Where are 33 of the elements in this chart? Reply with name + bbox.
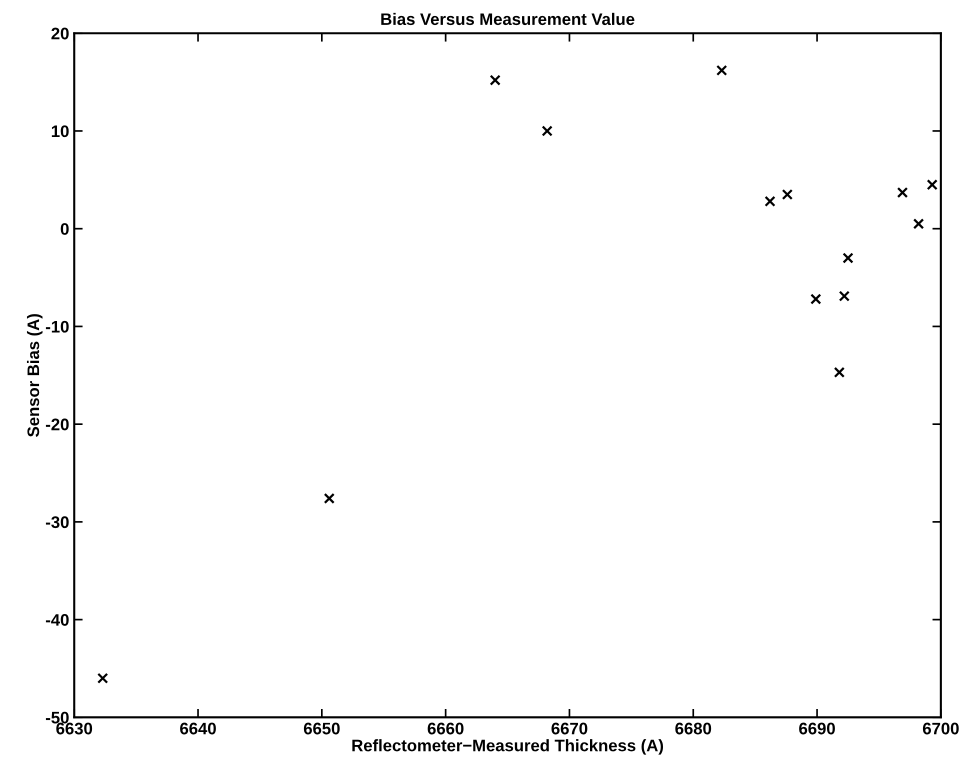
point (324, 492, 335, 504)
x-tick-label: 6700 (922, 722, 959, 734)
y-tick-label: 20 (51, 28, 69, 40)
point (838, 290, 850, 302)
y-tick-label: -50 (46, 712, 69, 724)
y-tick-label: -30 (46, 516, 69, 528)
point (926, 179, 938, 190)
y-tick-label: -20 (46, 418, 69, 430)
point (542, 125, 553, 136)
point (490, 74, 501, 86)
point (913, 218, 924, 230)
chart-title: Bias Versus Measurement Value (381, 12, 634, 26)
x-tick-label: 6660 (428, 722, 464, 734)
x-tick-label: 6670 (552, 722, 588, 734)
point (842, 252, 854, 264)
y-tick-label: 10 (52, 125, 69, 138)
y-axis-title: Sensor Bias (A) (26, 314, 43, 437)
point (782, 188, 793, 200)
x-tick-label: 6690 (799, 722, 835, 734)
point (810, 294, 822, 305)
y-tick-label: 0 (60, 223, 69, 235)
point (97, 672, 108, 684)
y-tick-label: -10 (46, 320, 69, 333)
x-tick-label: 6630 (56, 722, 92, 734)
x-tick-label: 6680 (675, 722, 712, 734)
x-tick-label: 6650 (304, 722, 340, 734)
x-tick-label: 6640 (180, 722, 216, 734)
y-tick-label: -40 (46, 614, 69, 626)
x-axis-title: Reflectometer−Measured Thickness (A) (352, 739, 664, 755)
point (764, 196, 776, 207)
point (716, 64, 728, 76)
point (834, 366, 845, 378)
point (896, 187, 908, 198)
